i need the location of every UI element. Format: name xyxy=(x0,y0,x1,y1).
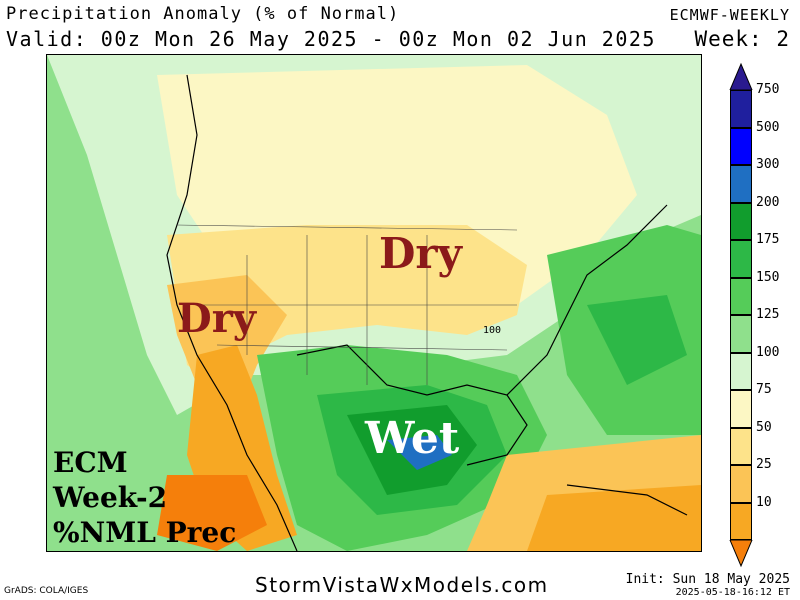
legend-swatch xyxy=(730,127,752,165)
legend-label: 100 xyxy=(756,344,780,360)
legend-label: 750 xyxy=(756,82,780,97)
ecm-annotation: ECM Week-2 %NML Prec xyxy=(53,445,236,550)
wet-label-gulf: Wet xyxy=(365,413,460,464)
valid-period: Valid: 00z Mon 26 May 2025 - 00z Mon 02 … xyxy=(6,27,656,51)
caribbean-drier xyxy=(527,485,701,551)
timestamp: 2025-05-18-16:12 ET xyxy=(675,587,790,598)
legend-swatch xyxy=(730,90,752,128)
legend-label: 50 xyxy=(756,419,772,435)
legend-top-arrow xyxy=(729,62,753,90)
color-legend: 750 500 300 200 175 150 125 100 75 50 25 10 xyxy=(722,62,800,568)
ecm-line-2: Week-2 xyxy=(53,481,168,514)
legend-swatch xyxy=(730,390,752,428)
legend-swatch xyxy=(730,240,752,278)
legend-label: 300 xyxy=(756,157,780,172)
legend-swatch xyxy=(730,502,752,540)
legend-label: 200 xyxy=(756,194,780,210)
site-name: StormVistaWxModels.com xyxy=(255,573,549,597)
model-name: ECMWF-WEEKLY xyxy=(669,6,790,24)
atlantic-wetter xyxy=(587,295,687,385)
legend-label: 25 xyxy=(756,457,772,472)
legend-swatch xyxy=(730,277,752,315)
dry-label-midwest: Dry xyxy=(379,229,462,278)
legend-label: 75 xyxy=(756,382,772,397)
week-number: Week: 2 xyxy=(694,27,790,51)
contour-label: 100 xyxy=(483,325,502,336)
init-time: Init: Sun 18 May 2025 xyxy=(625,572,790,587)
dry-label-southwest: Dry xyxy=(177,295,257,342)
legend-swatch xyxy=(730,165,752,203)
legend-label: 500 xyxy=(756,119,780,135)
legend-swatch xyxy=(730,315,752,353)
chart-title: Precipitation Anomaly (% of Normal) xyxy=(6,4,400,24)
driest-core xyxy=(157,475,267,551)
legend-label: 10 xyxy=(756,494,772,510)
ecm-line-3: %NML Prec xyxy=(53,516,237,549)
legend-label: 175 xyxy=(756,232,780,247)
grads-credit: GrADS: COLA/IGES xyxy=(4,586,89,596)
coastlines xyxy=(166,74,688,551)
wettest-core xyxy=(387,435,452,470)
legend-label: 125 xyxy=(756,307,780,322)
legend-bottom-arrow xyxy=(729,540,753,568)
legend-swatch xyxy=(730,202,752,240)
anomaly-map: Dry Dry Wet 100 ECM Week-2 %NML Prec xyxy=(46,54,702,552)
map-canvas xyxy=(47,55,701,551)
ecm-line-1: ECM xyxy=(53,446,128,479)
legend-swatch xyxy=(730,427,752,465)
state-borders xyxy=(176,224,518,385)
legend-label: 150 xyxy=(756,269,780,285)
legend-swatch xyxy=(730,352,752,390)
legend-swatch xyxy=(730,465,752,503)
